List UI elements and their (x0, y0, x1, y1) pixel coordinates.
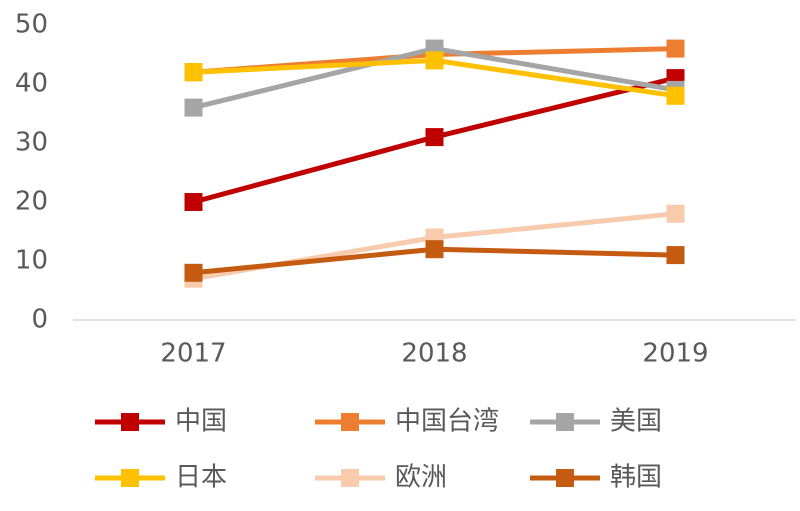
marker (425, 240, 444, 259)
legend-label: 美国 (610, 407, 662, 437)
x-tick-label: 2019 (642, 339, 708, 369)
y-tick-label: 20 (15, 187, 48, 217)
legend-label: 欧洲 (395, 463, 447, 493)
marker (184, 63, 203, 82)
marker (184, 98, 203, 117)
legend-marker (121, 413, 139, 431)
legend-label: 中国 (175, 407, 227, 437)
legend-marker (341, 469, 359, 487)
legend-label: 中国台湾 (395, 407, 499, 437)
x-tick-label: 2017 (160, 339, 226, 369)
y-tick-label: 40 (15, 69, 48, 99)
y-tick-label: 50 (15, 10, 48, 40)
legend-label: 韩国 (610, 463, 662, 493)
marker (184, 263, 203, 282)
marker (666, 246, 685, 265)
y-tick-label: 30 (15, 128, 48, 158)
x-tick-label: 2018 (401, 339, 467, 369)
legend-marker (556, 413, 574, 431)
legend-label: 日本 (175, 463, 227, 493)
marker (425, 51, 444, 70)
marker (666, 204, 685, 223)
legend-marker (556, 469, 574, 487)
legend-marker (121, 469, 139, 487)
y-tick-label: 10 (15, 246, 48, 276)
marker (666, 39, 685, 58)
legend-marker (341, 413, 359, 431)
marker (666, 86, 685, 105)
y-tick-label: 0 (31, 305, 48, 335)
marker (425, 128, 444, 147)
marker (184, 193, 203, 211)
